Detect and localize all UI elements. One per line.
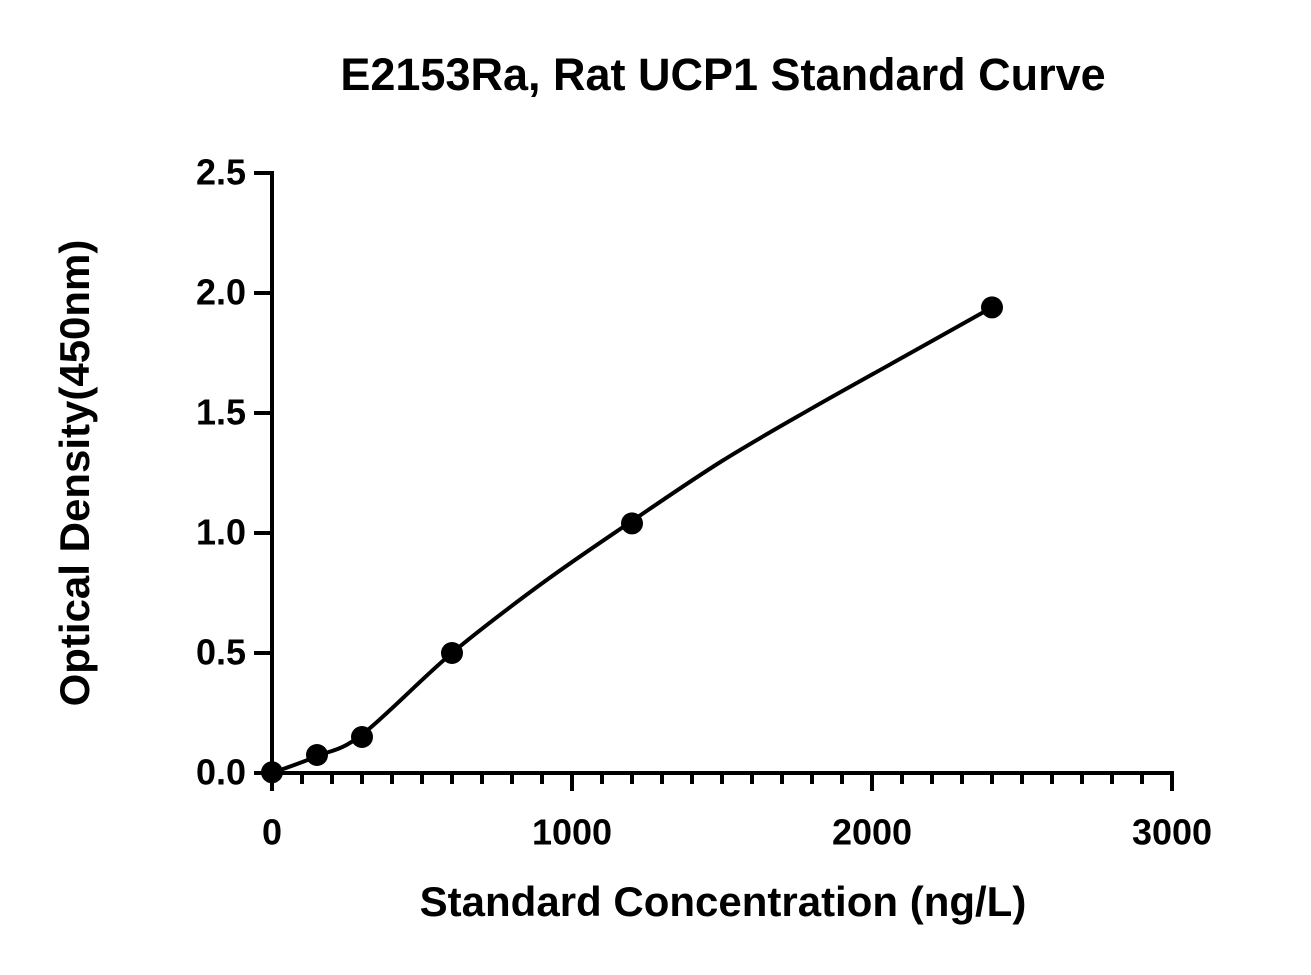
y-axis-label: Optical Density(450nm) [51,240,98,707]
x-tick-label: 1000 [532,812,612,853]
data-point [441,642,463,664]
data-point [306,744,328,766]
y-tick-label: 1.5 [196,392,246,433]
x-tick-label: 0 [262,812,282,853]
y-tick-label: 0.0 [196,752,246,793]
x-tick-label: 3000 [1132,812,1212,853]
y-tick-label: 0.5 [196,632,246,673]
y-tick-label: 2.0 [196,272,246,313]
fit-curve [271,305,993,775]
y-tick-label: 2.5 [196,152,246,193]
data-point [351,726,373,748]
x-axis-label: Standard Concentration (ng/L) [420,878,1027,925]
data-point [261,761,283,784]
data-point [621,512,643,535]
x-tick-label: 2000 [832,812,912,853]
chart-title: E2153Ra, Rat UCP1 Standard Curve [340,49,1105,100]
y-tick-label: 1.0 [196,512,246,553]
data-point [981,296,1003,319]
